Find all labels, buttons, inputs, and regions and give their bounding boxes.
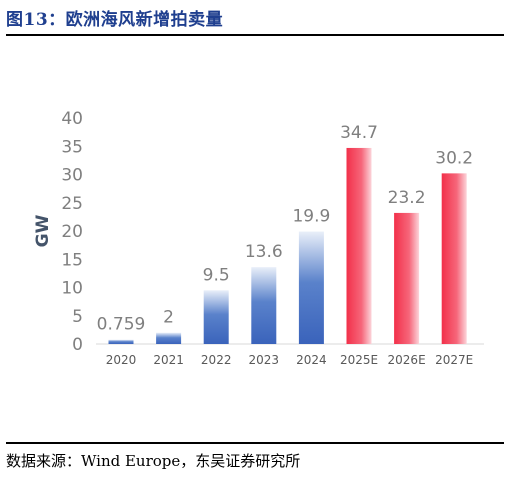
x-tick-label-2022: 2022 <box>201 353 232 367</box>
data-label-2023: 13.6 <box>245 242 283 262</box>
bars <box>108 147 467 344</box>
data-label-2025E: 34.7 <box>340 123 378 143</box>
title-divider <box>6 34 504 36</box>
data-label-2022: 9.5 <box>203 265 230 285</box>
x-axis-ticks: 2020 2021 2022 2023 2024 2025E 2026E 2027E <box>106 353 474 367</box>
x-tick-label-2021: 2021 <box>153 353 184 367</box>
x-tick-label-2026E: 2026E <box>388 353 426 367</box>
y-axis-ticks: 0 5 10 15 20 25 30 35 40 <box>61 109 83 355</box>
bar-2025E <box>346 147 372 344</box>
bar-chart: GW 0 5 10 15 20 25 30 35 40 0.759 2 9.5 13.6 19.9 34.… <box>33 109 484 367</box>
y-tick-label: 30 <box>61 166 83 186</box>
bar-2021 <box>156 332 182 344</box>
data-label-2024: 19.9 <box>292 207 330 227</box>
x-tick-label-2020: 2020 <box>106 353 137 367</box>
bar-2023 <box>251 267 277 344</box>
x-tick-label-2024: 2024 <box>296 353 327 367</box>
y-tick-label: 20 <box>61 222 83 242</box>
x-tick-label-2023: 2023 <box>249 353 280 367</box>
y-tick-label: 15 <box>61 250 83 270</box>
y-tick-label: 5 <box>72 307 83 327</box>
y-tick-label: 35 <box>61 137 83 157</box>
bar-2027E <box>441 173 467 344</box>
data-labels: 0.759 2 9.5 13.6 19.9 34.7 23.2 30.2 <box>97 123 473 335</box>
data-label-2026E: 23.2 <box>388 188 426 208</box>
bar-2020 <box>108 339 134 344</box>
y-axis-title: GW <box>33 214 53 247</box>
source-note: 数据来源：Wind Europe，东吴证券研究所 <box>6 452 301 470</box>
x-tick-label-2025E: 2025E <box>340 353 378 367</box>
bar-2026E <box>394 212 420 344</box>
x-tick-label-2027E: 2027E <box>435 353 473 367</box>
source-divider <box>6 442 504 444</box>
figure-title: 图13：欧洲海风新增拍卖量 <box>6 10 224 30</box>
data-label-2020: 0.759 <box>97 315 146 335</box>
y-tick-label: 25 <box>61 194 83 214</box>
y-tick-label: 10 <box>61 279 83 299</box>
y-tick-label: 0 <box>72 335 83 355</box>
bar-2022 <box>203 290 229 344</box>
bar-2024 <box>298 231 324 344</box>
data-label-2021: 2 <box>163 308 174 328</box>
y-tick-label: 40 <box>61 109 83 129</box>
data-label-2027E: 30.2 <box>435 148 473 168</box>
